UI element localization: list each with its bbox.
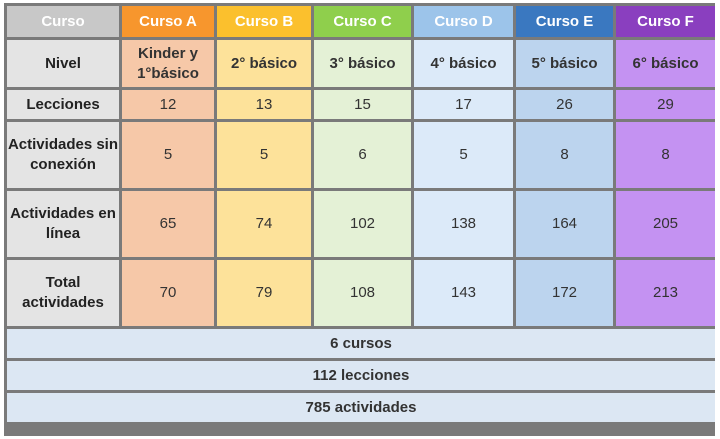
table-row: Total actividades 70 79 108 143 172 213 bbox=[7, 260, 715, 326]
table-cell: 79 bbox=[217, 260, 311, 326]
table-cell: 65 bbox=[122, 191, 214, 257]
header-course-b: Curso B bbox=[217, 6, 311, 37]
summary-activities: 785 actividades bbox=[7, 393, 715, 422]
row-label: Lecciones bbox=[7, 90, 119, 119]
header-row: Curso Curso A Curso B Curso C Curso D Cu… bbox=[7, 6, 715, 37]
table-cell: 70 bbox=[122, 260, 214, 326]
table-cell: 205 bbox=[616, 191, 715, 257]
table-row: Actividades en línea 65 74 102 138 164 2… bbox=[7, 191, 715, 257]
header-course-c: Curso C bbox=[314, 6, 411, 37]
table-cell: 164 bbox=[516, 191, 613, 257]
table-cell: 17 bbox=[414, 90, 513, 119]
summary-lessons: 112 lecciones bbox=[7, 361, 715, 390]
table-cell: Kinder y 1°básico bbox=[122, 40, 214, 87]
courses-table: Curso Curso A Curso B Curso C Curso D Cu… bbox=[4, 3, 718, 425]
table-cell: 102 bbox=[314, 191, 411, 257]
table-cell: 5 bbox=[217, 122, 311, 188]
table-cell: 138 bbox=[414, 191, 513, 257]
header-course-e: Curso E bbox=[516, 6, 613, 37]
table-cell: 74 bbox=[217, 191, 311, 257]
table-cell: 5 bbox=[122, 122, 214, 188]
row-label: Nivel bbox=[7, 40, 119, 87]
summary-row-activities: 785 actividades bbox=[7, 393, 715, 422]
table-row: Actividades sin conexión 5 5 6 5 8 8 bbox=[7, 122, 715, 188]
table-cell: 13 bbox=[217, 90, 311, 119]
table-cell: 6 bbox=[314, 122, 411, 188]
row-label: Actividades sin conexión bbox=[7, 122, 119, 188]
table-cell: 4° básico bbox=[414, 40, 513, 87]
table-cell: 172 bbox=[516, 260, 613, 326]
summary-courses: 6 cursos bbox=[7, 329, 715, 358]
header-course-d: Curso D bbox=[414, 6, 513, 37]
courses-table-container: Curso Curso A Curso B Curso C Curso D Cu… bbox=[4, 3, 715, 436]
table-cell: 29 bbox=[616, 90, 715, 119]
table-row: Lecciones 12 13 15 17 26 29 bbox=[7, 90, 715, 119]
header-corner: Curso bbox=[7, 6, 119, 37]
table-row: Nivel Kinder y 1°básico 2° básico 3° bás… bbox=[7, 40, 715, 87]
table-cell: 3° básico bbox=[314, 40, 411, 87]
table-cell: 15 bbox=[314, 90, 411, 119]
table-cell: 108 bbox=[314, 260, 411, 326]
table-cell: 5° básico bbox=[516, 40, 613, 87]
table-cell: 6° básico bbox=[616, 40, 715, 87]
header-course-f: Curso F bbox=[616, 6, 715, 37]
table-cell: 26 bbox=[516, 90, 613, 119]
table-cell: 12 bbox=[122, 90, 214, 119]
header-course-a: Curso A bbox=[122, 6, 214, 37]
table-cell: 2° básico bbox=[217, 40, 311, 87]
table-cell: 8 bbox=[516, 122, 613, 188]
table-cell: 143 bbox=[414, 260, 513, 326]
summary-row-lessons: 112 lecciones bbox=[7, 361, 715, 390]
row-label: Actividades en línea bbox=[7, 191, 119, 257]
summary-row-courses: 6 cursos bbox=[7, 329, 715, 358]
row-label: Total actividades bbox=[7, 260, 119, 326]
table-cell: 5 bbox=[414, 122, 513, 188]
table-cell: 213 bbox=[616, 260, 715, 326]
table-cell: 8 bbox=[616, 122, 715, 188]
